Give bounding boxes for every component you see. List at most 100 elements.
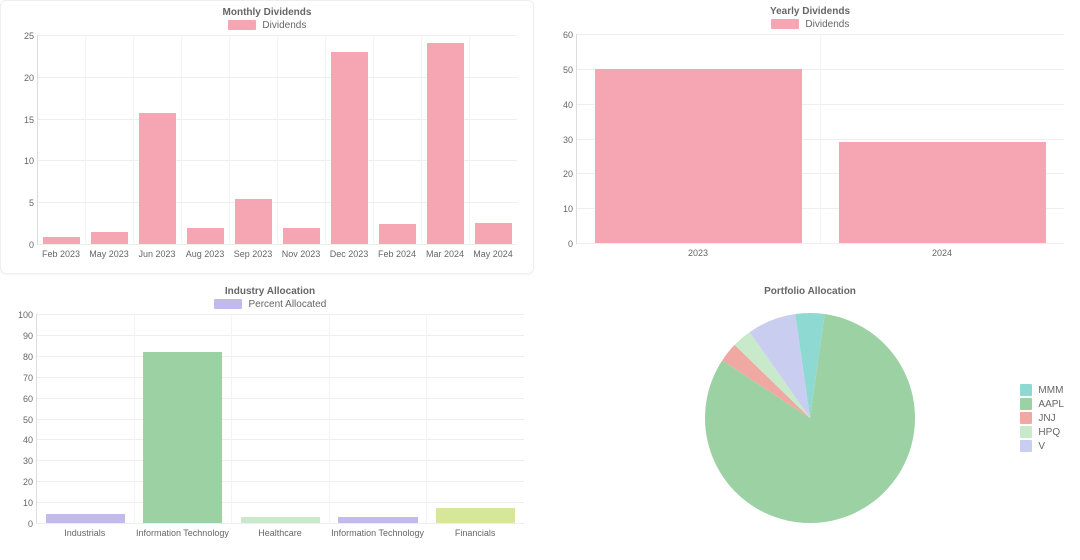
bar-slot bbox=[86, 35, 134, 244]
x-axis-label: Jun 2023 bbox=[133, 245, 181, 259]
x-axis-label: 2024 bbox=[820, 244, 1064, 258]
y-axis-label: 20 bbox=[24, 73, 38, 83]
y-axis-label: 10 bbox=[24, 156, 38, 166]
pie-legend: MMM AAPL JNJ HPQ V bbox=[1020, 382, 1064, 454]
chart-area: 0102030405060708090100 bbox=[36, 314, 524, 524]
bar-slot bbox=[182, 35, 230, 244]
y-axis-label: 30 bbox=[563, 135, 577, 145]
pie-legend-item: HPQ bbox=[1020, 426, 1064, 438]
legend-swatch bbox=[228, 20, 256, 30]
y-axis-label: 0 bbox=[568, 239, 577, 249]
x-axis-labels: IndustrialsInformation TechnologyHealthc… bbox=[36, 524, 524, 538]
y-axis-label: 40 bbox=[563, 100, 577, 110]
bar bbox=[43, 237, 81, 244]
legend-label: MMM bbox=[1038, 385, 1063, 396]
bar-slot bbox=[278, 35, 326, 244]
y-axis-label: 10 bbox=[23, 498, 37, 508]
legend-swatch bbox=[1020, 426, 1032, 438]
bar bbox=[91, 232, 129, 244]
y-axis-label: 15 bbox=[24, 115, 38, 125]
legend-swatch bbox=[771, 19, 799, 29]
legend-label: V bbox=[1038, 441, 1045, 452]
bar-slot bbox=[38, 35, 86, 244]
legend-swatch bbox=[1020, 384, 1032, 396]
y-axis-label: 60 bbox=[23, 394, 37, 404]
bar-slot bbox=[427, 314, 524, 523]
gridline: 0 bbox=[577, 243, 1064, 244]
y-axis-label: 50 bbox=[23, 415, 37, 425]
bar bbox=[338, 517, 417, 523]
bar bbox=[595, 69, 802, 243]
y-axis-label: 80 bbox=[23, 352, 37, 362]
bars bbox=[37, 314, 524, 523]
x-axis-label: Feb 2024 bbox=[373, 245, 421, 259]
x-axis-label: Feb 2023 bbox=[37, 245, 85, 259]
x-axis-label: Mar 2024 bbox=[421, 245, 469, 259]
bar bbox=[139, 113, 177, 244]
bar-slot bbox=[422, 35, 470, 244]
y-axis-label: 0 bbox=[28, 519, 37, 529]
gridline: 0 bbox=[37, 523, 524, 524]
bar bbox=[839, 142, 1046, 243]
y-axis-label: 40 bbox=[23, 435, 37, 445]
x-axis-label: Dec 2023 bbox=[325, 245, 373, 259]
bar-slot bbox=[37, 314, 135, 523]
x-axis-label: May 2023 bbox=[85, 245, 133, 259]
bar bbox=[475, 223, 513, 244]
chart-legend: Percent Allocated bbox=[10, 299, 530, 310]
chart-legend: Dividends bbox=[550, 19, 1070, 30]
bar bbox=[241, 517, 320, 523]
x-axis-labels: 20232024 bbox=[576, 244, 1064, 258]
yearly-dividends-panel: Yearly Dividends Dividends 0102030405060… bbox=[540, 0, 1080, 280]
x-axis-label: Sep 2023 bbox=[229, 245, 277, 259]
bar bbox=[187, 228, 225, 244]
bar bbox=[283, 228, 321, 244]
y-axis-label: 0 bbox=[29, 240, 38, 250]
chart-legend: Dividends bbox=[11, 20, 523, 31]
y-axis-label: 50 bbox=[563, 65, 577, 75]
gridline: 0 bbox=[38, 244, 517, 245]
bar-slot bbox=[330, 314, 428, 523]
industry-allocation-panel: Industry Allocation Percent Allocated 01… bbox=[0, 280, 540, 560]
legend-label: HPQ bbox=[1038, 427, 1060, 438]
y-axis-label: 30 bbox=[23, 456, 37, 466]
y-axis-label: 10 bbox=[563, 204, 577, 214]
x-axis-label: Aug 2023 bbox=[181, 245, 229, 259]
x-axis-label: Healthcare bbox=[231, 524, 329, 538]
chart-area: 0102030405060 bbox=[576, 34, 1064, 244]
bar bbox=[235, 199, 273, 244]
y-axis-label: 70 bbox=[23, 373, 37, 383]
bar-slot bbox=[326, 35, 374, 244]
bars bbox=[38, 35, 517, 244]
y-axis-label: 60 bbox=[563, 30, 577, 40]
bar bbox=[331, 52, 369, 244]
legend-label: JNJ bbox=[1038, 413, 1055, 424]
x-axis-label: Nov 2023 bbox=[277, 245, 325, 259]
y-axis-label: 90 bbox=[23, 331, 37, 341]
y-axis-label: 20 bbox=[23, 477, 37, 487]
bar-slot bbox=[577, 34, 821, 243]
bar bbox=[379, 224, 417, 244]
legend-label: Percent Allocated bbox=[248, 299, 326, 310]
monthly-dividends-panel: Monthly Dividends Dividends 0510152025 F… bbox=[0, 0, 534, 274]
x-axis-label: 2023 bbox=[576, 244, 820, 258]
x-axis-label: Financials bbox=[426, 524, 524, 538]
bar bbox=[427, 43, 465, 244]
bar bbox=[436, 508, 515, 523]
bar-slot bbox=[134, 35, 182, 244]
x-axis-label: Information Technology bbox=[134, 524, 232, 538]
chart-title: Yearly Dividends bbox=[550, 6, 1070, 17]
pie-legend-item: MMM bbox=[1020, 384, 1064, 396]
pie-chart-area: MMM AAPL JNJ HPQ V bbox=[550, 299, 1070, 537]
chart-area: 0510152025 bbox=[37, 35, 517, 245]
legend-label: Dividends bbox=[262, 20, 306, 31]
legend-swatch bbox=[214, 299, 242, 309]
pie-legend-item: V bbox=[1020, 440, 1064, 452]
x-axis-label: Industrials bbox=[36, 524, 134, 538]
legend-label: AAPL bbox=[1038, 399, 1064, 410]
legend-swatch bbox=[1020, 398, 1032, 410]
bar-slot bbox=[821, 34, 1064, 243]
bar bbox=[143, 352, 222, 523]
bars bbox=[577, 34, 1064, 243]
pie-legend-item: AAPL bbox=[1020, 398, 1064, 410]
